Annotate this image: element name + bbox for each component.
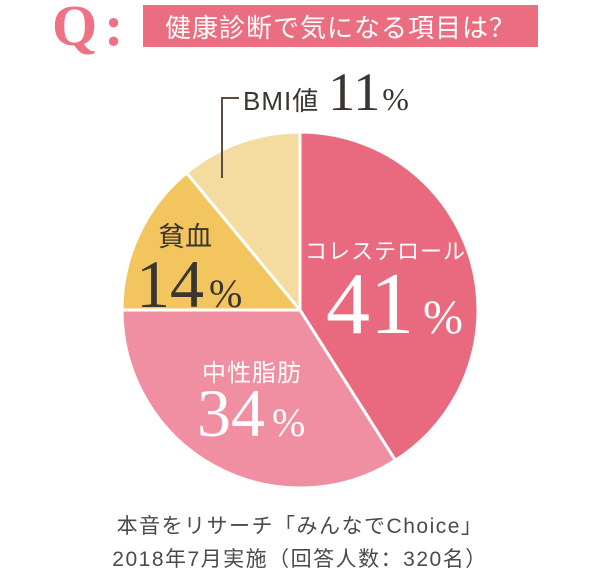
neutral-fat-percent-sign: % (272, 400, 306, 445)
footer-source-line: 本音をリサーチ「みんなでChoice」 (116, 515, 484, 538)
question-q-label: Q: (52, 0, 131, 58)
bmi-percent-sign: % (382, 81, 409, 117)
bmi-leader-line-vertical (221, 97, 223, 178)
bmi-slice-value: 11 (328, 62, 381, 122)
pie-slice-2 (120, 171, 302, 312)
pie-chart (120, 130, 480, 490)
cholesterol-slice-name: コレステロール (305, 239, 467, 264)
pie-slice-1 (120, 308, 397, 490)
bmi-leader-line-horizontal (221, 97, 239, 99)
neutral-fat-slice-name: 中性脂肪 (202, 360, 302, 387)
bmi-slice-name: BMI値 (243, 86, 320, 116)
anemia-slice-value: 14 (136, 246, 204, 322)
anemia-slice-name: 貧血 (158, 222, 212, 252)
cholesterol-slice-value-group: 41 % (326, 261, 463, 349)
bmi-slice-label: BMI値 11 % (243, 65, 409, 119)
cholesterol-percent-sign: % (423, 291, 463, 344)
anemia-slice-value-group: 14 % (136, 250, 242, 318)
title-banner: 健康診断で気になる項目は？ (143, 5, 538, 47)
cholesterol-slice-value: 41 (326, 256, 414, 353)
footer-survey-details-line: 2018年7月実施（回答人数：320名） (112, 547, 488, 571)
pie-slice-3 (185, 130, 302, 312)
neutral-fat-slice-value-group: 34 % (197, 379, 305, 447)
page-title: 健康診断で気になる項目は？ (164, 12, 516, 43)
anemia-percent-sign: % (209, 271, 243, 316)
footer: 本音をリサーチ「みんなでChoice」 2018年7月実施（回答人数：320名） (0, 511, 600, 576)
neutral-fat-slice-value: 34 (197, 375, 265, 451)
